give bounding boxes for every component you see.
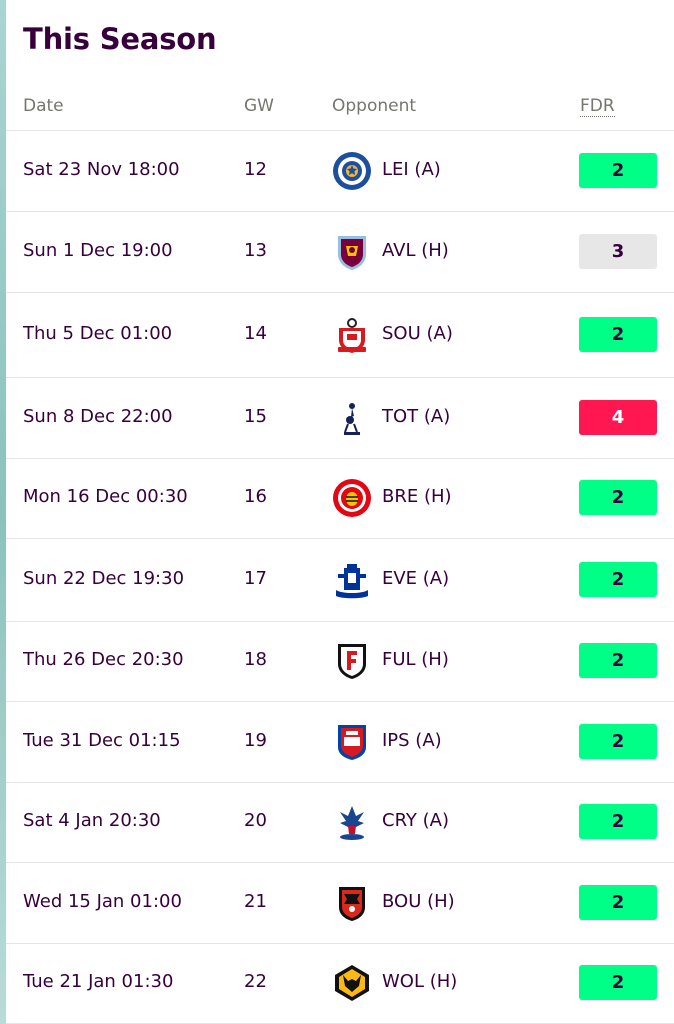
fixture-date: Sat 23 Nov 18:00	[23, 159, 180, 180]
column-header-gw: GW	[244, 96, 274, 116]
column-header-opponent: Opponent	[332, 96, 417, 116]
fixture-gameweek: 15	[244, 405, 267, 427]
fdr-badge: 4	[579, 399, 657, 435]
fixture-opponent: LEI (A)	[382, 159, 441, 180]
fixture-row[interactable]: Wed 15 Jan 01:00 21 BOU (H) 2	[6, 862, 674, 944]
fixture-row[interactable]: Thu 26 Dec 20:30 18 FUL (H) 2	[6, 621, 674, 702]
fixture-row[interactable]: Sun 22 Dec 19:30 17 EVE (A) 2	[6, 538, 674, 622]
fixture-gameweek: 14	[244, 322, 267, 344]
tottenham-crest-icon	[332, 398, 372, 438]
fdr-badge: 2	[579, 884, 657, 920]
fixture-date: Sun 1 Dec 19:00	[23, 239, 173, 261]
brentford-crest-icon	[332, 478, 372, 518]
fixture-gameweek: 22	[244, 971, 267, 992]
fdr-badge: 2	[579, 316, 657, 352]
fdr-badge: 2	[579, 480, 657, 515]
fixture-opponent: BOU (H)	[382, 890, 455, 912]
southampton-crest-icon	[332, 315, 372, 355]
table-header: Date GW Opponent FDR	[6, 90, 674, 131]
fixture-date: Thu 5 Dec 01:00	[23, 322, 173, 344]
fixture-date: Sat 4 Jan 20:30	[23, 810, 161, 831]
fdr-badge: 2	[579, 723, 657, 759]
fixture-gameweek: 19	[244, 729, 267, 751]
fixture-gameweek: 18	[244, 649, 267, 670]
aston-villa-crest-icon	[332, 232, 372, 272]
fixture-gameweek: 21	[244, 890, 267, 912]
this-season-panel: This Season Date GW Opponent FDR Sat 23 …	[6, 0, 674, 1024]
fixture-opponent: TOT (A)	[382, 405, 451, 427]
fixture-date: Sun 22 Dec 19:30	[23, 567, 185, 589]
fixture-opponent: IPS (A)	[382, 729, 442, 751]
fixture-row[interactable]: Sun 8 Dec 22:00 15 TOT (A) 4	[6, 377, 674, 459]
wolves-crest-icon	[332, 963, 372, 1003]
everton-crest-icon	[332, 560, 372, 600]
column-header-fdr[interactable]: FDR	[580, 96, 615, 117]
fdr-badge: 2	[579, 153, 657, 188]
fixture-row[interactable]: Sat 4 Jan 20:30 20 CRY (A) 2	[6, 782, 674, 863]
fixture-opponent: SOU (A)	[382, 322, 453, 344]
fixture-date: Thu 26 Dec 20:30	[23, 649, 184, 670]
fulham-crest-icon	[332, 641, 372, 681]
fixture-opponent: AVL (H)	[382, 239, 449, 261]
bournemouth-crest-icon	[332, 883, 372, 923]
fixture-opponent: CRY (A)	[382, 810, 449, 831]
fdr-badge: 2	[579, 804, 657, 839]
leicester-crest-icon	[332, 151, 372, 191]
fixture-opponent: WOL (H)	[382, 971, 458, 992]
background-strip	[0, 0, 6, 1024]
fixture-date: Mon 16 Dec 00:30	[23, 486, 188, 507]
fixture-row[interactable]: Mon 16 Dec 00:30 16 BRE (H) 2	[6, 458, 674, 539]
fixture-row[interactable]: Sun 1 Dec 19:00 13 AVL (H) 3	[6, 211, 674, 293]
fixture-row[interactable]: Thu 5 Dec 01:00 14 SOU (A) 2	[6, 292, 674, 378]
fixture-gameweek: 16	[244, 486, 267, 507]
fixture-opponent: EVE (A)	[382, 567, 450, 589]
fdr-badge: 2	[579, 561, 657, 597]
fixture-date: Sun 8 Dec 22:00	[23, 405, 173, 427]
fixture-date: Wed 15 Jan 01:00	[23, 890, 182, 912]
ipswich-crest-icon	[332, 722, 372, 762]
fdr-badge: 2	[579, 643, 657, 678]
fixture-row[interactable]: Tue 31 Dec 01:15 19 IPS (A) 2	[6, 701, 674, 783]
fixture-row[interactable]: Sat 23 Nov 18:00 12 LEI (A) 2	[6, 131, 674, 212]
fixture-date: Tue 21 Jan 01:30	[23, 971, 174, 992]
fixture-gameweek: 20	[244, 810, 267, 831]
fixture-gameweek: 12	[244, 159, 267, 180]
section-title: This Season	[23, 22, 217, 56]
fixture-opponent: FUL (H)	[382, 649, 449, 670]
fixture-date: Tue 31 Dec 01:15	[23, 729, 181, 751]
fixture-opponent: BRE (H)	[382, 486, 452, 507]
fixture-gameweek: 13	[244, 239, 267, 261]
fdr-badge: 2	[579, 965, 657, 1000]
crystal-palace-crest-icon	[332, 802, 372, 842]
fdr-badge: 3	[579, 233, 657, 269]
column-header-date: Date	[23, 96, 64, 116]
fixture-gameweek: 17	[244, 567, 267, 589]
fixture-row[interactable]: Tue 21 Jan 01:30 22 WOL (H) 2	[6, 943, 674, 1024]
